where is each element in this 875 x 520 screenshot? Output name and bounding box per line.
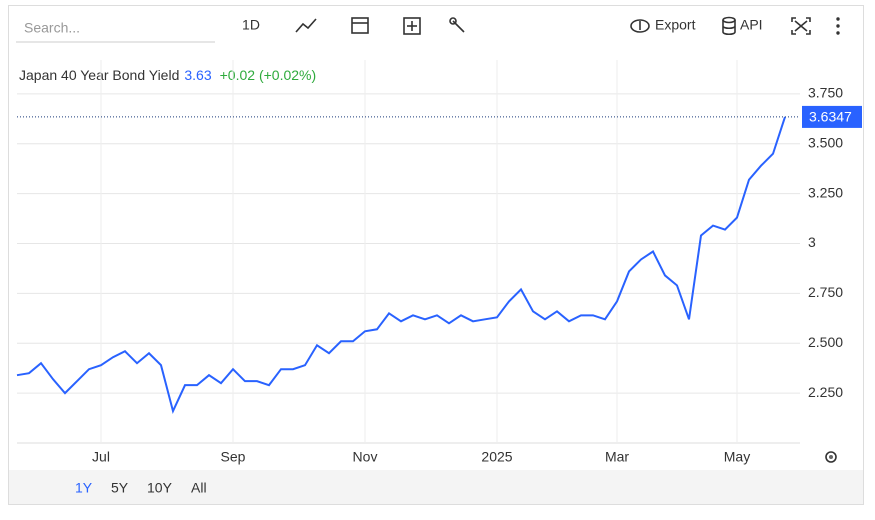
x-tick-label: Sep bbox=[221, 449, 246, 465]
last-value-box bbox=[802, 105, 862, 128]
export-button[interactable] bbox=[630, 19, 650, 33]
frame bbox=[8, 5, 864, 505]
title-text: Japan 40 Year Bond Yield bbox=[19, 67, 179, 83]
calendar-button[interactable] bbox=[351, 17, 369, 34]
x-tick-label: Mar bbox=[605, 449, 629, 465]
gear-icon[interactable] bbox=[825, 451, 837, 463]
y-tick-label: 2.500 bbox=[808, 334, 843, 350]
api-button[interactable] bbox=[722, 16, 736, 36]
chart-title: Japan 40 Year Bond Yield 3.63 +0.02 (+0.02… bbox=[19, 67, 316, 83]
y-tick-label: 2.250 bbox=[808, 384, 843, 400]
y-tick-label: 3.750 bbox=[808, 85, 843, 101]
x-tick-label: May bbox=[724, 449, 750, 465]
range-button[interactable]: All bbox=[191, 480, 207, 496]
search-box[interactable]: Search... bbox=[24, 20, 80, 36]
x-tick-label: 2025 bbox=[481, 449, 512, 465]
y-tick-label: 3.250 bbox=[808, 184, 843, 200]
range-button[interactable]: 5Y bbox=[111, 480, 129, 496]
add-button[interactable] bbox=[403, 17, 421, 35]
plot: 2.250 2.500 2.750 3 3.250 3.500 3.750 Jul Sep Nov… bbox=[16, 60, 862, 496]
y-tick-label: 3.500 bbox=[808, 134, 843, 150]
price: 3.63 bbox=[184, 67, 211, 83]
x-tick-label: Nov bbox=[353, 449, 378, 465]
settings-button[interactable] bbox=[449, 17, 465, 33]
api-label[interactable]: API bbox=[740, 17, 763, 33]
menu-button[interactable] bbox=[836, 17, 840, 35]
fullscreen-button[interactable] bbox=[791, 17, 811, 35]
chart-type-button[interactable] bbox=[295, 18, 317, 33]
y-tick-label: 2.750 bbox=[808, 284, 843, 300]
last-value-label: 3.6347 bbox=[809, 109, 852, 125]
x-tick-label: Jul bbox=[92, 449, 110, 465]
range-button[interactable]: 10Y bbox=[147, 480, 173, 496]
y-tick-label: 3 bbox=[808, 234, 816, 250]
export-label[interactable]: Export bbox=[655, 17, 696, 33]
change: +0.02 (+0.02%) bbox=[220, 67, 317, 83]
series-line bbox=[16, 116, 786, 415]
range-button[interactable]: 1Y bbox=[75, 480, 93, 496]
range-bar bbox=[9, 470, 863, 504]
interval-button[interactable]: 1D bbox=[242, 17, 260, 33]
